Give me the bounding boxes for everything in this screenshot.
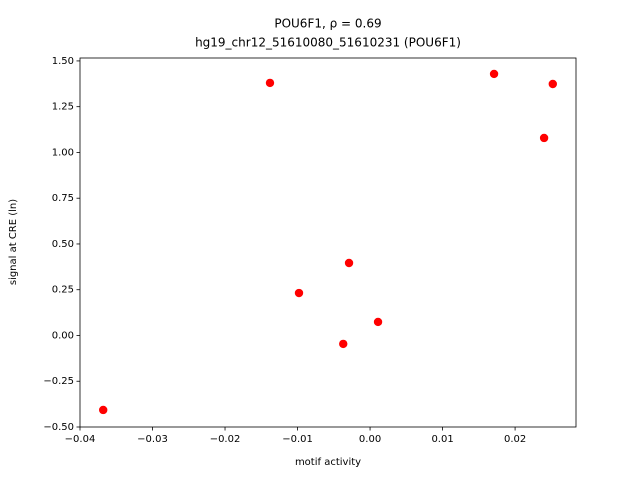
x-tick-label: −0.04 (65, 434, 96, 445)
y-axis-label: signal at CRE (ln) (8, 199, 19, 285)
y-tick-label: 1.00 (52, 147, 74, 158)
point (548, 79, 557, 89)
y-tick-label: 0.75 (52, 193, 74, 204)
point (339, 339, 348, 349)
y-tick-label: 1.25 (52, 102, 74, 113)
y-tick-label: 0.25 (52, 285, 74, 296)
point (489, 69, 499, 79)
chart-subtitle: hg19_chr12_51610080_51610231 (POU6F1) (195, 36, 461, 50)
x-tick-label: −0.02 (210, 434, 241, 445)
point (265, 78, 275, 88)
chart-title: POU6F1, ρ = 0.69 (274, 17, 381, 31)
y-tick-label: 0.50 (52, 239, 74, 250)
point (539, 133, 549, 143)
plot-frame (79, 57, 577, 428)
point (294, 288, 304, 298)
y-tick-label: −0.50 (43, 422, 74, 433)
x-axis-label: motif activity (295, 457, 361, 468)
x-tick-label: 0.02 (504, 434, 526, 445)
y-tick-label: 1.50 (52, 56, 74, 67)
point (99, 405, 108, 415)
x-tick-label: 0.00 (359, 434, 381, 445)
x-tick-label: −0.01 (282, 434, 313, 445)
point (373, 317, 383, 327)
x-tick-label: −0.03 (137, 434, 168, 445)
y-tick-label: 0.00 (52, 330, 74, 341)
point (344, 258, 354, 268)
x-tick-label: 0.01 (431, 434, 453, 445)
y-tick-label: −0.25 (43, 376, 74, 387)
